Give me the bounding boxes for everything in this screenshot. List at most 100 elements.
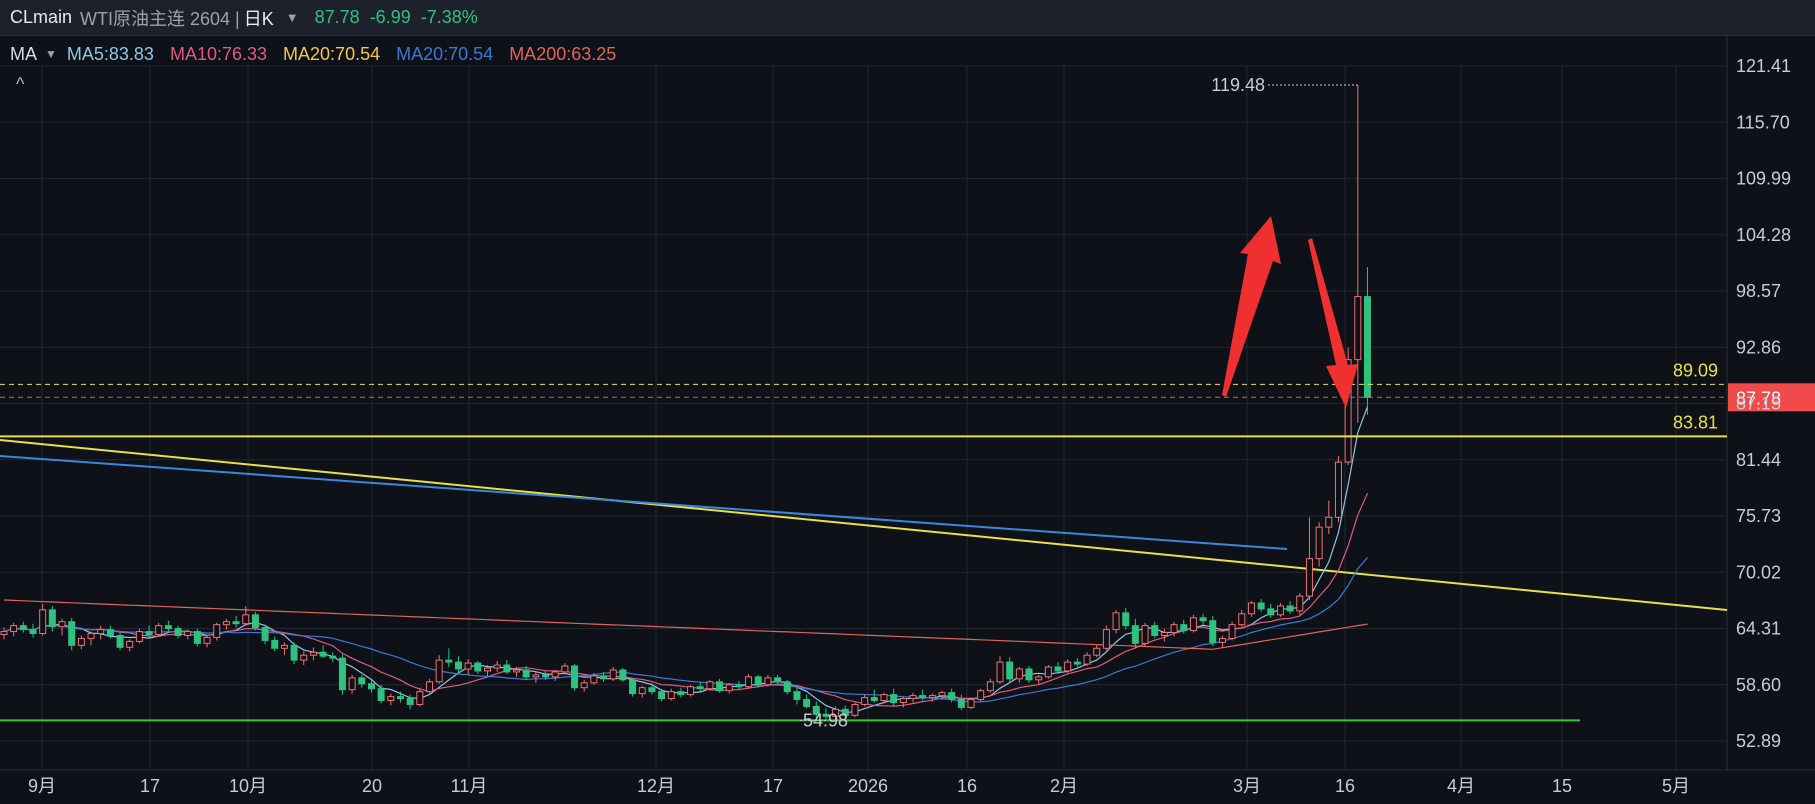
x-tick-label: 9月 bbox=[28, 776, 56, 796]
x-tick-label: 17 bbox=[763, 776, 783, 796]
y-tick-label: 92.86 bbox=[1736, 337, 1781, 357]
candle bbox=[19, 621, 27, 633]
candle-body-down bbox=[658, 691, 666, 700]
caret-down-icon[interactable]: ▼ bbox=[285, 10, 299, 25]
symbol-code[interactable]: CLmain bbox=[10, 7, 73, 27]
candle bbox=[396, 691, 404, 703]
candle-body-down bbox=[164, 625, 172, 630]
candle bbox=[174, 625, 182, 639]
candle bbox=[841, 705, 849, 720]
candle bbox=[425, 678, 433, 695]
ma-legend-item: MA200:63.25 bbox=[509, 43, 617, 64]
candle bbox=[1064, 659, 1072, 673]
candle bbox=[890, 688, 898, 706]
candle-body-down bbox=[106, 629, 114, 636]
candle-body-up bbox=[1102, 629, 1110, 649]
chevron-up-icon[interactable]: ^ bbox=[16, 74, 25, 94]
ma-indicator-title[interactable]: MA bbox=[10, 43, 37, 64]
candle-body-up bbox=[135, 631, 143, 642]
candle bbox=[687, 684, 695, 697]
candle bbox=[1170, 621, 1178, 637]
candle bbox=[203, 635, 211, 648]
candle bbox=[1247, 601, 1255, 617]
current-price-tag bbox=[1728, 383, 1815, 412]
candle-body-down bbox=[48, 609, 56, 628]
candle-body-down bbox=[29, 629, 37, 635]
candle bbox=[706, 679, 714, 691]
candle-body-down bbox=[145, 631, 153, 636]
candle-body-up bbox=[928, 695, 936, 699]
price-change: -6.99 bbox=[369, 7, 411, 27]
candle-body-down bbox=[406, 698, 414, 705]
candle-body-up bbox=[561, 665, 569, 673]
candle-body-up bbox=[1218, 637, 1226, 643]
candle bbox=[793, 685, 801, 705]
candle bbox=[1151, 621, 1159, 639]
candle-body-up bbox=[387, 696, 395, 702]
candle-body-up bbox=[416, 691, 424, 705]
candle-body-down bbox=[1131, 625, 1139, 644]
candle-body-down bbox=[890, 694, 898, 703]
candle-body-down bbox=[1054, 666, 1062, 672]
candle bbox=[899, 696, 907, 708]
candle-body-up bbox=[551, 671, 559, 678]
candle bbox=[406, 694, 414, 710]
candle-body-down bbox=[648, 687, 656, 693]
y-tick-label: 87.15 bbox=[1736, 394, 1781, 414]
candle bbox=[745, 673, 753, 689]
candle-body-down bbox=[774, 677, 782, 683]
candle-body-down bbox=[174, 628, 182, 636]
candle bbox=[648, 682, 656, 695]
candle bbox=[996, 656, 1004, 684]
candle bbox=[696, 681, 704, 692]
candle-body-up bbox=[10, 625, 18, 633]
y-tick-label: 121.41 bbox=[1736, 56, 1791, 76]
candle bbox=[1325, 500, 1333, 535]
caret-down-icon[interactable]: ▼ bbox=[45, 47, 57, 61]
candle-body-up bbox=[1228, 624, 1236, 639]
candle bbox=[861, 694, 869, 707]
candle-body-down bbox=[803, 699, 811, 707]
candle-body-down bbox=[193, 631, 201, 644]
candle-body-down bbox=[271, 639, 279, 649]
candle-body-up bbox=[590, 675, 598, 684]
candle bbox=[571, 664, 579, 691]
candle-body-down bbox=[716, 681, 724, 692]
candle bbox=[1141, 622, 1149, 647]
candle bbox=[242, 605, 250, 626]
candle-body-up bbox=[861, 697, 869, 705]
candle-body-up bbox=[1247, 602, 1255, 615]
candle bbox=[1218, 635, 1226, 648]
candle-body-down bbox=[251, 614, 259, 629]
candle bbox=[774, 674, 782, 684]
candle bbox=[358, 674, 366, 688]
period-selector[interactable]: 日K bbox=[243, 8, 274, 29]
candle bbox=[1054, 662, 1062, 674]
candle-body-up bbox=[1044, 666, 1052, 678]
candle-body-down bbox=[696, 686, 704, 690]
price-line-label: 83.81 bbox=[1673, 412, 1718, 432]
candle bbox=[1093, 645, 1101, 658]
candle bbox=[503, 660, 511, 674]
candle bbox=[232, 615, 240, 628]
candle-body-down bbox=[329, 655, 337, 659]
candle bbox=[454, 656, 462, 673]
candle-body-up bbox=[909, 695, 917, 700]
candle bbox=[338, 654, 346, 695]
candle-body-down bbox=[812, 705, 820, 715]
candle bbox=[484, 665, 491, 676]
x-tick-label: 12月 bbox=[637, 776, 675, 796]
x-tick-label: 5月 bbox=[1662, 776, 1690, 796]
instrument-name: WTI原油主连 2604 | bbox=[80, 8, 240, 29]
high-marker-label: 119.48 bbox=[1211, 75, 1265, 95]
candle bbox=[1015, 667, 1023, 683]
candle bbox=[280, 642, 288, 656]
candle bbox=[1354, 85, 1362, 423]
candle bbox=[542, 670, 550, 680]
candle bbox=[1102, 625, 1110, 651]
candle-body-up bbox=[464, 662, 472, 670]
x-tick-label: 17 bbox=[140, 776, 160, 796]
candle-body-down bbox=[1257, 602, 1265, 610]
candle-body-up bbox=[1305, 558, 1313, 597]
